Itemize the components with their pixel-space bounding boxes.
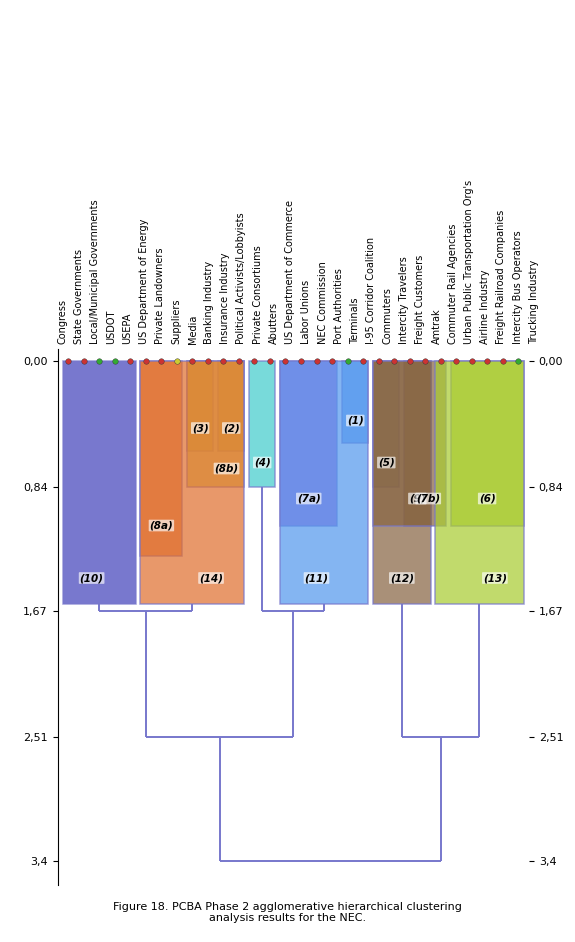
Bar xyxy=(435,361,524,604)
Text: Commuters: Commuters xyxy=(383,287,393,344)
Bar xyxy=(451,361,524,526)
Text: Freight Railroad Companies: Freight Railroad Companies xyxy=(496,209,507,344)
Text: (8a): (8a) xyxy=(150,521,173,530)
Bar xyxy=(373,361,446,526)
Text: Insurance Industry: Insurance Industry xyxy=(220,252,230,344)
Bar xyxy=(140,361,182,556)
Text: Labor Unions: Labor Unions xyxy=(301,280,312,344)
Text: Trucking Industry: Trucking Industry xyxy=(529,260,539,344)
Text: (11): (11) xyxy=(305,573,328,583)
Text: (3): (3) xyxy=(192,423,209,433)
Text: Private Landowners: Private Landowners xyxy=(155,248,165,344)
Bar xyxy=(342,361,369,443)
Bar xyxy=(373,361,400,486)
Text: Port Authorities: Port Authorities xyxy=(334,268,344,344)
Text: (7a): (7a) xyxy=(297,494,321,504)
Text: I-95 Corridor Coalition: I-95 Corridor Coalition xyxy=(366,236,377,344)
Text: Abutters: Abutters xyxy=(269,301,279,344)
Text: NEC Commission: NEC Commission xyxy=(317,261,328,344)
Text: Airline Industry: Airline Industry xyxy=(480,269,490,344)
Text: USEPA: USEPA xyxy=(122,313,132,344)
Bar xyxy=(249,361,275,486)
Text: (4): (4) xyxy=(254,458,271,467)
Text: Political Activists/Lobbyists: Political Activists/Lobbyists xyxy=(236,212,246,344)
Text: (7b): (7b) xyxy=(416,494,440,504)
Text: Amtrak: Amtrak xyxy=(431,308,442,344)
Text: USDOT: USDOT xyxy=(106,310,116,344)
Text: (1): (1) xyxy=(347,415,363,426)
Text: Private Consortiums: Private Consortiums xyxy=(252,245,263,344)
Bar xyxy=(63,361,136,604)
Text: (9): (9) xyxy=(409,494,426,504)
Text: (12): (12) xyxy=(390,573,414,583)
Bar xyxy=(140,361,244,604)
Bar xyxy=(187,361,244,486)
Text: Commuter Rail Agencies: Commuter Rail Agencies xyxy=(448,223,458,344)
Text: US Department of Energy: US Department of Energy xyxy=(139,219,149,344)
Bar xyxy=(373,361,431,604)
Bar xyxy=(218,361,244,450)
Text: (2): (2) xyxy=(223,423,240,433)
Text: Freight Customers: Freight Customers xyxy=(415,254,425,344)
Text: Intercity Bus Operators: Intercity Bus Operators xyxy=(513,230,523,344)
Bar xyxy=(280,361,369,604)
Text: (10): (10) xyxy=(79,573,104,583)
Text: Figure 18. PCBA Phase 2 agglomerative hierarchical clustering
analysis results f: Figure 18. PCBA Phase 2 agglomerative hi… xyxy=(113,901,462,923)
Text: Media: Media xyxy=(187,315,198,344)
Text: (5): (5) xyxy=(378,458,394,467)
Bar xyxy=(187,361,213,450)
Text: State Governments: State Governments xyxy=(74,249,84,344)
Text: (14): (14) xyxy=(199,573,223,583)
Bar xyxy=(280,361,338,526)
Text: Urban Public Transportation Org's: Urban Public Transportation Org's xyxy=(464,180,474,344)
Text: Intercity Travelers: Intercity Travelers xyxy=(399,256,409,344)
Text: (8b): (8b) xyxy=(214,463,239,474)
Text: US Department of Commerce: US Department of Commerce xyxy=(285,200,295,344)
Text: Local/Municipal Governments: Local/Municipal Governments xyxy=(90,199,100,344)
Text: Terminals: Terminals xyxy=(350,298,360,344)
Text: Banking Industry: Banking Industry xyxy=(204,261,214,344)
Text: Congress: Congress xyxy=(58,299,67,344)
Text: (6): (6) xyxy=(479,494,496,504)
Text: (13): (13) xyxy=(483,573,507,583)
Bar xyxy=(404,361,431,526)
Text: Suppliers: Suppliers xyxy=(171,299,181,344)
